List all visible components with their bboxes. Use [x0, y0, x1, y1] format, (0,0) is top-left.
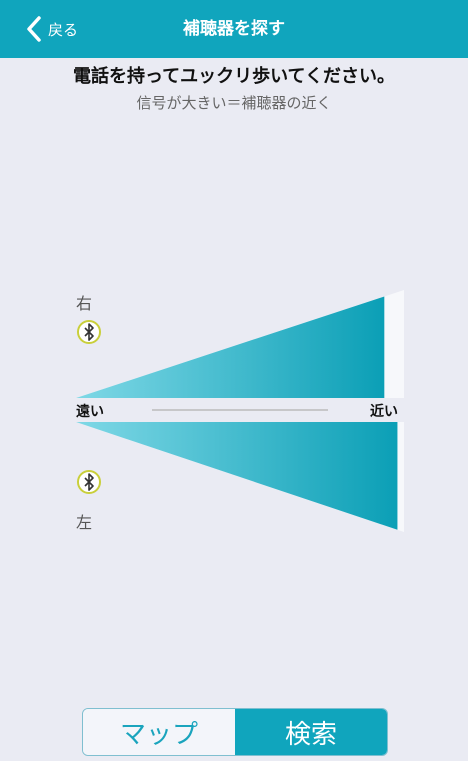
back-label: 戻る: [48, 20, 79, 39]
instruction-text: 電話を持ってユックリ歩いてください。: [72, 66, 396, 87]
signal-meter: [76, 290, 404, 532]
right-ear-label: 右: [76, 294, 93, 313]
scale-far-label: 遠い: [76, 404, 104, 420]
page-title: 補聴器を探す: [183, 19, 285, 39]
back-button[interactable]: 戻る: [24, 14, 78, 44]
scale-near-label: 近い: [370, 404, 398, 420]
left-ear-label: 左: [76, 513, 93, 532]
right-signal-bar: [76, 296, 385, 398]
nav-bar: 戻る 補聴器を探す: [0, 0, 468, 58]
mode-segmented-control: マップ 検索: [82, 708, 388, 756]
segment-map[interactable]: マップ: [83, 709, 235, 755]
bluetooth-icon: [77, 320, 101, 344]
chevron-left-icon: [27, 16, 41, 42]
segment-search[interactable]: 検索: [235, 709, 387, 755]
bluetooth-icon: [77, 470, 101, 494]
screen-edge: [468, 0, 474, 761]
left-signal-bar: [76, 422, 398, 530]
hint-text: 信号が大きい＝補聴器の近く: [136, 94, 332, 112]
